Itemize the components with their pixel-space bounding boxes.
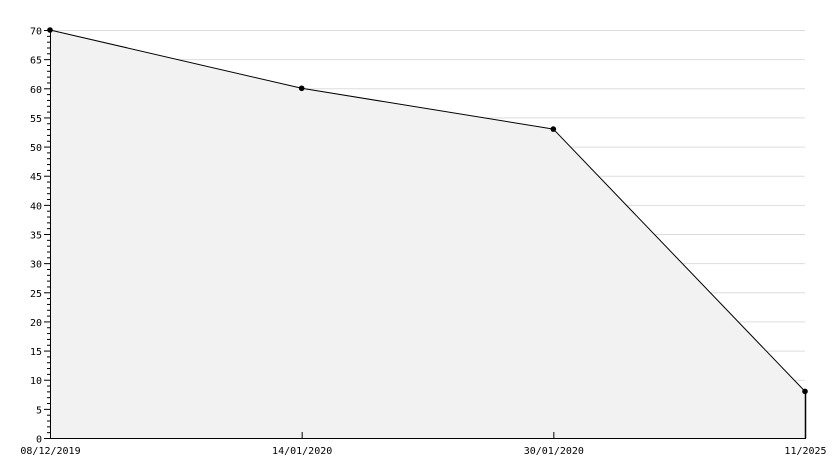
x-tick-label: 11/2025 [784,446,826,457]
y-tick-label: 5 [36,405,42,416]
y-tick-label: 55 [30,114,42,125]
data-point [550,126,557,132]
y-tick-label: 30 [30,260,42,271]
x-tick-label: 08/12/2019 [20,446,80,457]
y-tick-label: 70 [30,27,42,38]
y-tick-label: 35 [30,231,42,242]
data-point [298,85,305,92]
x-tick-label: 30/01/2020 [524,446,584,457]
y-tick-label: 0 [36,435,42,446]
x-tick-label: 14/01/2020 [272,446,332,457]
data-markers [47,27,808,395]
y-tick-label: 60 [30,85,42,96]
y-tick-label: 45 [30,172,42,183]
series-line [49,29,806,392]
axes [50,28,807,439]
area-fill [50,30,805,438]
y-tick-label: 50 [30,143,42,154]
y-tick-label: 40 [30,201,42,212]
data-point [47,27,53,33]
y-tick-label: 25 [30,289,42,300]
y-tick-label: 15 [30,347,42,358]
data-point [802,388,808,395]
y-tick-label: 20 [30,318,42,329]
y-axis-ticks: 0 5 10 15 20 25 30 35 40 45 50 55 60 65 70 [30,27,50,446]
x-axis-ticks: 08/12/2019 14/01/2020 30/01/2020 11/2025 [20,432,827,457]
y-tick-label: 65 [30,56,42,67]
y-tick-label: 10 [30,376,42,387]
